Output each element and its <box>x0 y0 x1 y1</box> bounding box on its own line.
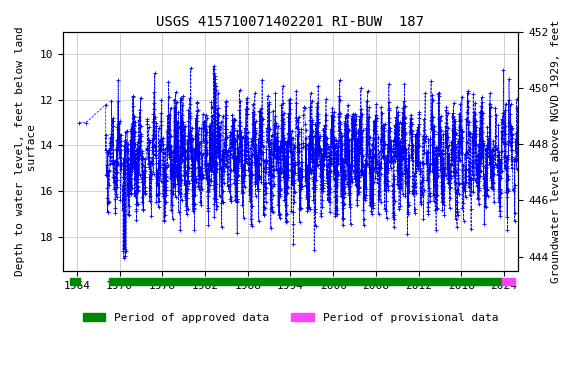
Bar <box>502 278 515 285</box>
Legend: Period of approved data, Period of provisional data: Period of approved data, Period of provi… <box>78 309 502 328</box>
Title: USGS 415710071402201 RI-BUW  187: USGS 415710071402201 RI-BUW 187 <box>157 15 425 29</box>
Y-axis label: Depth to water level, feet below land
 surface: Depth to water level, feet below land su… <box>15 26 37 276</box>
Y-axis label: Groundwater level above NGVD 1929, feet: Groundwater level above NGVD 1929, feet <box>551 20 561 283</box>
Bar <box>109 278 502 285</box>
Bar <box>70 278 81 285</box>
